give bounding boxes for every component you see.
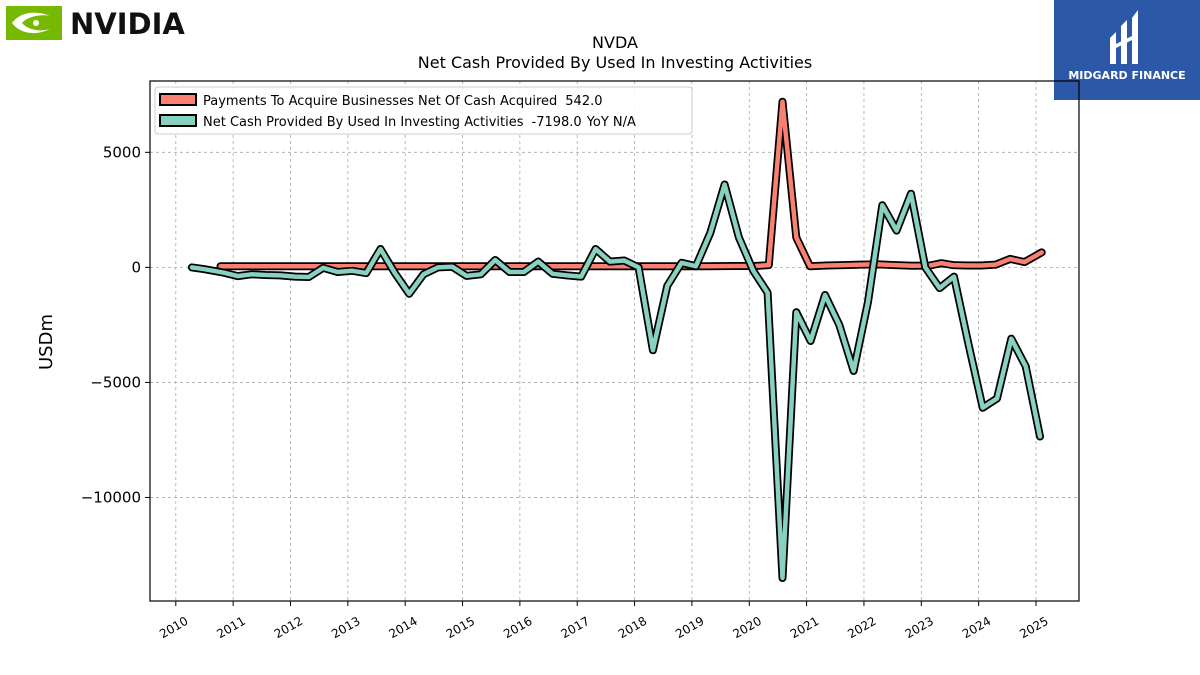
x-tick-label: 2015 bbox=[444, 614, 477, 641]
x-tick-label: 2024 bbox=[960, 614, 993, 641]
x-tick-label: 2018 bbox=[616, 614, 649, 641]
y-tick-label: −10000 bbox=[81, 488, 141, 506]
x-tick-label: 2022 bbox=[845, 614, 878, 641]
chart-subtitle: Net Cash Provided By Used In Investing A… bbox=[418, 53, 812, 72]
x-tick-label: 2014 bbox=[386, 614, 419, 641]
x-tick-label: 2011 bbox=[214, 614, 247, 641]
legend-frame bbox=[154, 86, 693, 135]
x-tick-label: 2017 bbox=[558, 614, 591, 641]
plot-frame bbox=[149, 80, 1080, 602]
x-tick-label: 2023 bbox=[903, 614, 936, 641]
midgard-finance-badge: MIDGARD FINANCE bbox=[1054, 0, 1200, 100]
legend-yoy-investing: YoY N/A bbox=[586, 115, 636, 130]
y-tick-label: −5000 bbox=[90, 373, 141, 391]
x-tick-label: 2013 bbox=[329, 614, 362, 641]
nvidia-logo-icon bbox=[6, 6, 62, 40]
legend-swatch-payments bbox=[159, 93, 197, 106]
x-tick-label: 2025 bbox=[1017, 614, 1050, 641]
x-tick-label: 2016 bbox=[501, 614, 534, 641]
badge-label: MIDGARD FINANCE bbox=[1068, 69, 1186, 82]
investing-series-outline bbox=[187, 180, 1044, 582]
legend-value-investing: -7198.0 bbox=[532, 115, 582, 130]
investing-series-line bbox=[189, 182, 1043, 581]
legend: Payments To Acquire Businesses Net Of Ca… bbox=[154, 86, 693, 135]
grid-layer bbox=[150, 81, 1079, 601]
series-layer bbox=[187, 97, 1046, 582]
x-tick-label: 2021 bbox=[788, 614, 821, 641]
y-axis-label: USDm bbox=[36, 314, 57, 370]
chart-title: NVDA bbox=[592, 33, 638, 52]
x-tick-label: 2020 bbox=[731, 614, 764, 641]
x-tick-label: 2012 bbox=[272, 614, 305, 641]
legend-value-payments: 542.0 bbox=[565, 94, 602, 109]
legend-swatch-investing bbox=[159, 114, 197, 127]
company-wordmark: NVIDIA bbox=[70, 7, 185, 41]
legend-name-investing: Net Cash Provided By Used In Investing A… bbox=[203, 115, 524, 130]
nvidia-brand: NVIDIA bbox=[6, 4, 206, 44]
x-tick-label: 2010 bbox=[157, 614, 190, 641]
y-tick-label: 5000 bbox=[103, 143, 141, 161]
legend-name-payments: Payments To Acquire Businesses Net Of Ca… bbox=[203, 94, 557, 109]
midgard-logo-icon bbox=[1110, 10, 1138, 64]
y-tick-label: 0 bbox=[131, 258, 141, 276]
legend-label-payments: Payments To Acquire Businesses Net Of Ca… bbox=[203, 94, 603, 109]
legend-label-investing: Net Cash Provided By Used In Investing A… bbox=[203, 115, 636, 130]
x-tick-label: 2019 bbox=[673, 614, 706, 641]
